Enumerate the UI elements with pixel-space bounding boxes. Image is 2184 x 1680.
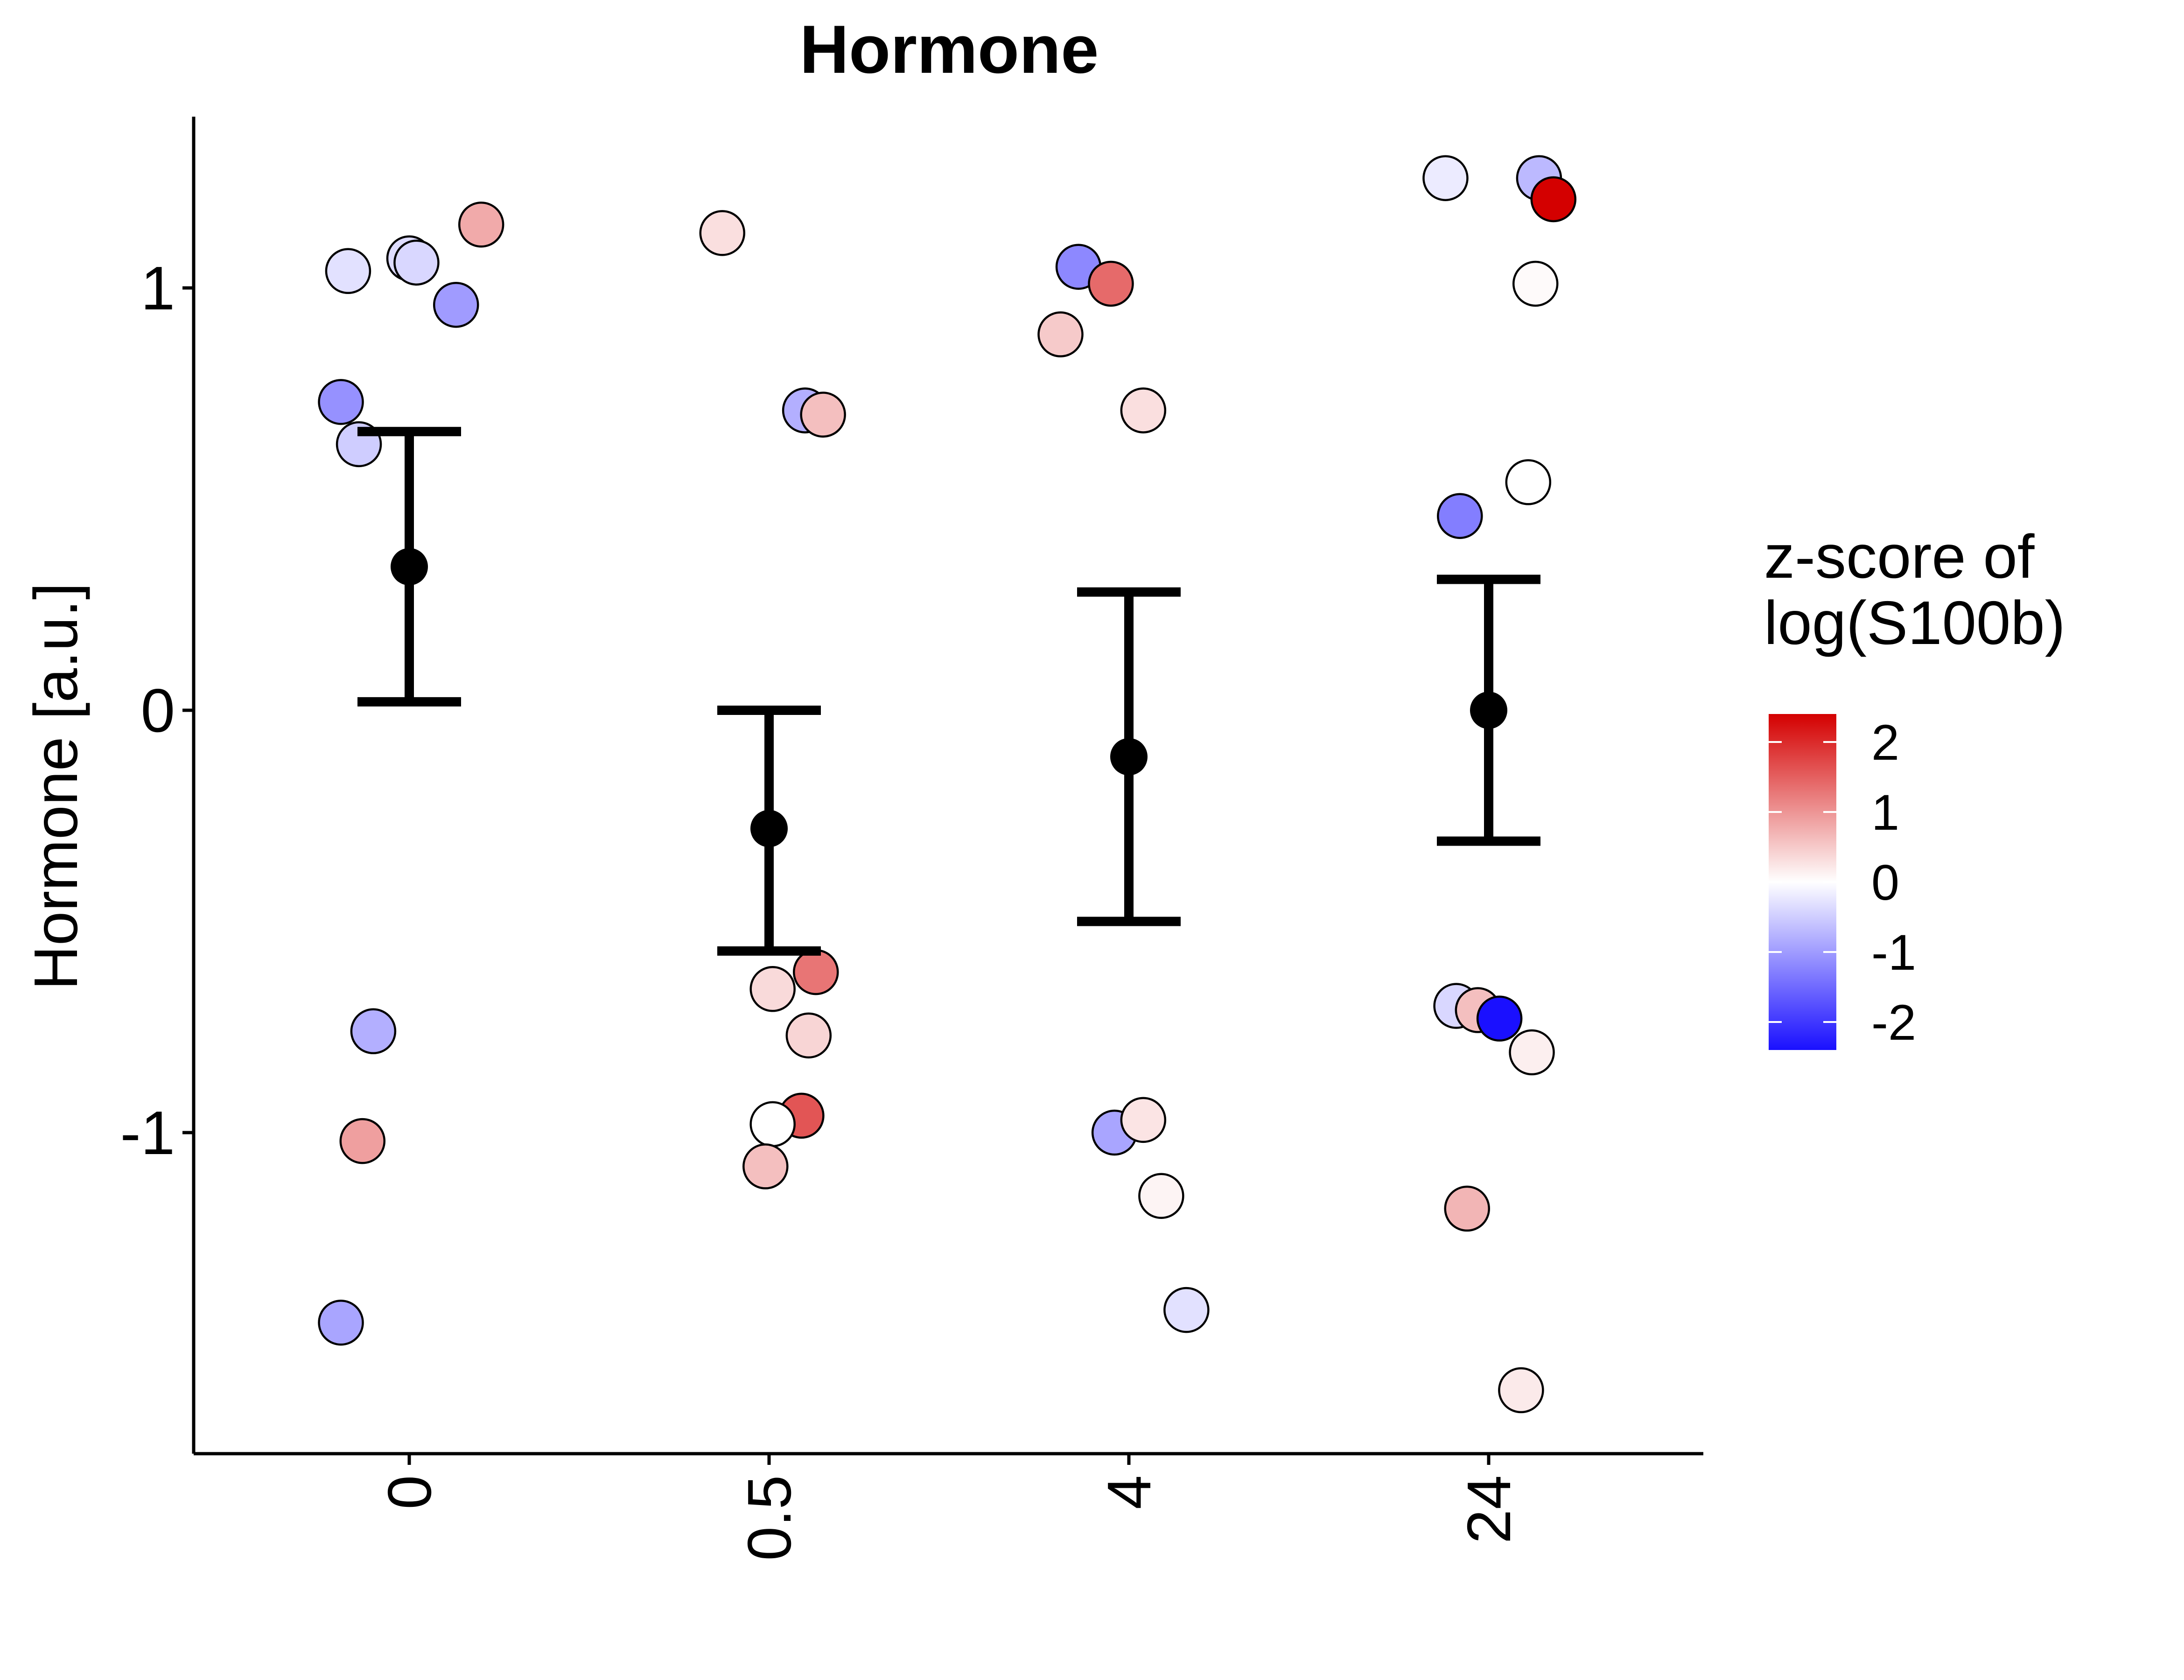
x-tick-label: 0 [375, 1475, 444, 1509]
data-point [1505, 459, 1552, 505]
data-point [433, 281, 479, 328]
data-point [350, 1008, 397, 1055]
mean-point [1470, 692, 1507, 729]
data-point [800, 392, 846, 438]
data-point [749, 1101, 796, 1148]
data-point [742, 1143, 789, 1190]
axes: -1 0 1 0 0.5 4 24 [120, 117, 1703, 1561]
data-point [318, 1300, 364, 1346]
data-point [1088, 260, 1134, 307]
y-tick-label: -1 [120, 1099, 175, 1167]
data-point [325, 248, 371, 294]
data-point [318, 379, 364, 425]
summary-error-bars [357, 427, 1540, 956]
data-point [1138, 1173, 1184, 1219]
colorbar-tick-label: 2 [1871, 714, 1899, 770]
data-point [1476, 995, 1523, 1042]
data-point [785, 1012, 832, 1059]
data-point [1530, 176, 1577, 223]
data-point [1498, 1367, 1544, 1414]
data-point [1509, 1029, 1555, 1076]
data-point [1120, 387, 1167, 434]
y-tick-label: 0 [141, 676, 175, 745]
x-tick-label: 0.5 [735, 1475, 804, 1561]
data-point [1512, 260, 1559, 307]
colorbar-tick-label: -1 [1871, 924, 1916, 980]
data-point [393, 239, 440, 286]
colorbar-tick-label: -2 [1871, 994, 1916, 1050]
data-point [1120, 1097, 1167, 1143]
data-point [749, 966, 796, 1012]
legend-title-line-2: log(S100b) [1764, 588, 2065, 657]
data-points [318, 155, 1577, 1414]
y-axis-label: Hormone [a.u.] [21, 582, 90, 990]
data-point [339, 1118, 386, 1164]
data-point [458, 202, 504, 248]
data-point [699, 210, 746, 256]
chart-title: Hormone [800, 11, 1099, 87]
y-tick-label: 1 [141, 254, 175, 322]
colorbar-tick-label: 1 [1871, 784, 1899, 840]
mean-point [391, 548, 428, 586]
mean-point [750, 810, 788, 847]
colorbar-legend: z-score of log(S100b) 2 1 0 -1 -2 [1764, 522, 2065, 1050]
data-point [1037, 311, 1084, 357]
data-point [1437, 493, 1483, 539]
legend-title-line-1: z-score of [1764, 522, 2035, 591]
data-point [1163, 1287, 1210, 1333]
data-point [1444, 1185, 1490, 1232]
x-tick-label: 4 [1095, 1475, 1163, 1509]
x-tick-label: 24 [1455, 1475, 1523, 1544]
data-point [792, 949, 839, 995]
mean-point [1110, 738, 1148, 776]
colorbar-tick-label: 0 [1871, 854, 1899, 910]
data-point [1422, 155, 1469, 201]
